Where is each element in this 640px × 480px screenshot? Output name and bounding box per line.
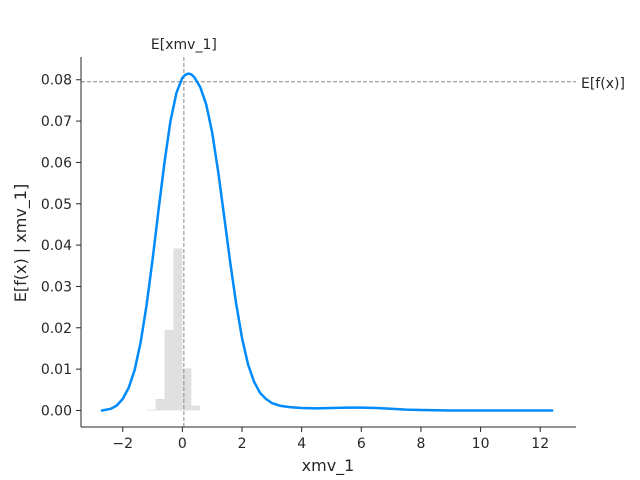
axes <box>80 57 576 428</box>
reference-lines <box>81 57 576 427</box>
x-tick-label: 10 <box>472 436 490 452</box>
x-tick-label: 8 <box>416 436 425 452</box>
y-axis-title: E[f(x) | xmv_1] <box>11 184 31 302</box>
histogram-bar <box>182 368 192 411</box>
series-line <box>100 72 554 412</box>
x-tick-label: −2 <box>112 436 133 452</box>
x-tick-label: 2 <box>238 436 247 452</box>
series-line-layer <box>100 72 554 412</box>
y-tick-label: 0.00 <box>41 403 72 419</box>
x-tick-label: 6 <box>357 436 366 452</box>
y-tick-label: 0.06 <box>41 155 72 171</box>
x-tick-label: 0 <box>178 436 187 452</box>
y-tick-label: 0.01 <box>41 362 72 378</box>
histogram-bar <box>173 248 183 411</box>
histogram <box>146 248 201 411</box>
x-tick-label: 4 <box>297 436 306 452</box>
y-tick-label: 0.07 <box>41 114 72 130</box>
histogram-bar <box>146 409 156 411</box>
x-axis-title: xmv_1 <box>302 456 355 476</box>
y-tick-label: 0.04 <box>41 238 72 254</box>
vertical-ref-label: E[xmv_1] <box>151 37 217 53</box>
y-tick-label: 0.08 <box>41 73 72 89</box>
histogram-bar <box>164 329 174 411</box>
horizontal-ref-label: E[f(x)] <box>581 76 625 92</box>
x-tick-label: 12 <box>531 436 549 452</box>
y-tick-label: 0.05 <box>41 197 72 213</box>
histogram-bar <box>191 405 201 411</box>
ticks: −2 0 2 4 6 8 10 12 0.00 0.01 0.02 0.03 0.04 0.05 0.06 0… <box>41 73 549 452</box>
histogram-bar <box>155 398 165 411</box>
y-tick-label: 0.03 <box>41 279 72 295</box>
y-tick-label: 0.02 <box>41 321 72 337</box>
